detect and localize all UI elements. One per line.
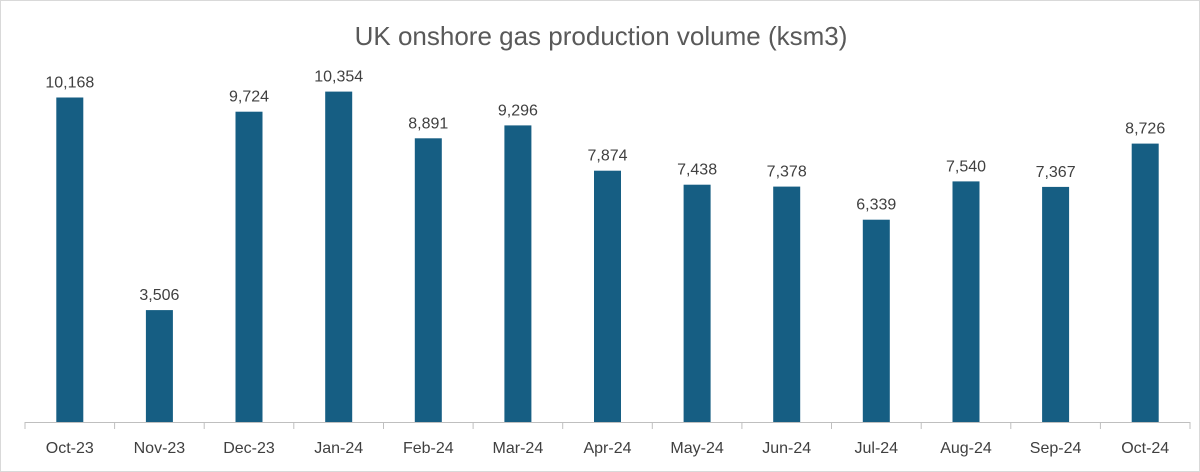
x-tick-label-mar-24: Mar-24 bbox=[493, 440, 544, 457]
bar-feb-24 bbox=[414, 138, 442, 423]
x-tick-label-nov-23: Nov-23 bbox=[134, 440, 186, 457]
x-axis: Oct-23 Nov-23 Dec-23 Jan-24 Feb-24 Mar-24 Apr-… bbox=[24, 422, 1191, 457]
data-label-feb-24: 8,891 bbox=[408, 115, 448, 132]
bar-apr-24 bbox=[594, 170, 621, 422]
bar-oct-23 bbox=[56, 97, 84, 422]
bar-sep-24 bbox=[1042, 186, 1070, 422]
data-label-oct-24: 8,726 bbox=[1125, 121, 1165, 138]
bar-mar-24 bbox=[504, 125, 532, 423]
data-label-mar-24: 9,296 bbox=[498, 102, 538, 119]
x-tick-label-dec-23: Dec-23 bbox=[223, 440, 275, 457]
data-label-sep-24: 7,367 bbox=[1036, 164, 1076, 181]
x-tick-label-jan-24: Jan-24 bbox=[314, 440, 363, 457]
x-tick-label-jun-24: Jun-24 bbox=[762, 440, 811, 457]
data-label-apr-24: 7,874 bbox=[587, 148, 627, 165]
bar-oct-24 bbox=[1131, 143, 1159, 422]
bar-nov-23 bbox=[145, 310, 173, 422]
bar-aug-24 bbox=[952, 181, 980, 422]
bar-jul-24 bbox=[862, 219, 890, 422]
data-label-oct-23: 10,168 bbox=[45, 75, 94, 92]
x-tick-label-sep-24: Sep-24 bbox=[1030, 440, 1082, 457]
x-tick-label-feb-24: Feb-24 bbox=[403, 440, 454, 457]
data-label-jul-24: 6,339 bbox=[856, 197, 896, 214]
bar-jun-24 bbox=[773, 186, 801, 422]
bar-may-24 bbox=[683, 184, 711, 422]
bar-dec-23 bbox=[235, 111, 263, 422]
x-tick-label-aug-24: Aug-24 bbox=[940, 440, 992, 457]
bars-layer bbox=[56, 91, 1159, 423]
x-tick-label-oct-23: Oct-23 bbox=[46, 440, 94, 457]
x-tick-label-oct-24: Oct-24 bbox=[1121, 440, 1169, 457]
data-label-nov-23: 3,506 bbox=[139, 287, 179, 304]
data-label-jun-24: 7,378 bbox=[767, 164, 807, 181]
bar-jan-24 bbox=[325, 91, 353, 422]
data-label-jan-24: 10,354 bbox=[314, 69, 363, 86]
data-label-aug-24: 7,540 bbox=[946, 158, 986, 175]
x-tick-label-apr-24: Apr-24 bbox=[583, 440, 631, 457]
data-labels-layer: 10,168 3,506 9,724 10,354 8,891 9,296 7,874 7,4… bbox=[45, 69, 1165, 305]
x-tick-label-may-24: May-24 bbox=[670, 440, 723, 457]
chart-title: UK onshore gas production volume (ksm3) bbox=[354, 21, 848, 51]
x-tick-label-jul-24: Jul-24 bbox=[855, 440, 899, 457]
data-label-may-24: 7,438 bbox=[677, 162, 717, 179]
data-label-dec-23: 9,724 bbox=[229, 89, 269, 106]
